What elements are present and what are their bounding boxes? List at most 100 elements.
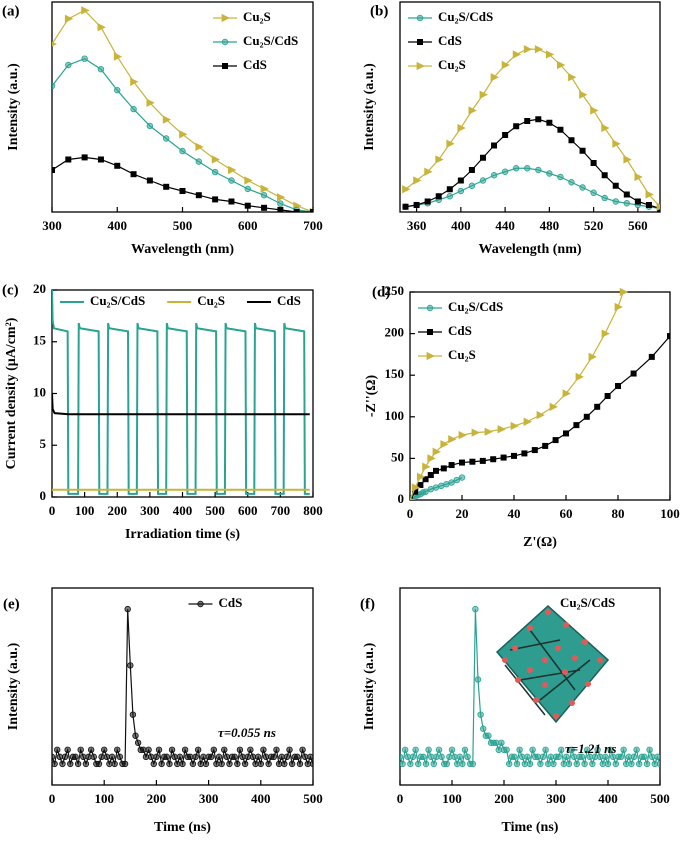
data-point bbox=[304, 760, 311, 768]
x-tick-label: 80 bbox=[612, 506, 625, 521]
y-tick-label: 20 bbox=[33, 281, 46, 296]
data-point bbox=[469, 760, 476, 768]
data-point bbox=[510, 421, 519, 431]
data-point bbox=[448, 435, 457, 444]
x-tick-label: 400 bbox=[598, 791, 618, 806]
y-tick-label: 10 bbox=[33, 384, 46, 399]
data-point bbox=[72, 753, 79, 761]
data-point bbox=[432, 484, 440, 491]
x-tick-label: 100 bbox=[75, 503, 95, 518]
data-point bbox=[448, 746, 456, 754]
data-point bbox=[562, 389, 571, 398]
series-line bbox=[410, 291, 624, 500]
data-point bbox=[513, 123, 520, 130]
data-point bbox=[52, 753, 56, 761]
data-point bbox=[181, 746, 189, 754]
data-point bbox=[656, 760, 660, 768]
data-point bbox=[254, 753, 262, 761]
data-point bbox=[179, 147, 186, 155]
data-point bbox=[74, 760, 82, 768]
data-point bbox=[557, 126, 564, 133]
y-tick-label: 0 bbox=[40, 488, 47, 503]
data-point bbox=[458, 430, 467, 440]
data-point bbox=[281, 760, 288, 768]
y-tick-label: 100 bbox=[385, 408, 405, 423]
data-point bbox=[409, 753, 417, 761]
data-point bbox=[497, 425, 506, 434]
legend-marker bbox=[426, 351, 435, 361]
data-point bbox=[468, 106, 477, 115]
data-point bbox=[615, 383, 622, 390]
data-point bbox=[546, 170, 553, 177]
plot-area bbox=[52, 6, 313, 212]
data-point bbox=[400, 753, 404, 761]
data-point bbox=[579, 184, 586, 191]
data-point bbox=[646, 746, 653, 754]
data-point bbox=[446, 139, 455, 148]
y-axis-label: -Z''(Ω) bbox=[364, 375, 379, 418]
data-point bbox=[130, 77, 139, 86]
data-point bbox=[299, 746, 306, 754]
data-point bbox=[477, 711, 484, 718]
data-point bbox=[195, 192, 202, 199]
data-point bbox=[296, 760, 304, 768]
data-point bbox=[134, 739, 142, 746]
data-point bbox=[501, 60, 511, 70]
data-point bbox=[619, 288, 629, 297]
data-point bbox=[64, 14, 74, 23]
y-tick-label: 50 bbox=[391, 449, 404, 464]
data-point bbox=[623, 155, 632, 164]
x-tick-label: 100 bbox=[660, 506, 680, 521]
y-tick-label: 150 bbox=[385, 366, 405, 381]
data-point bbox=[114, 86, 121, 94]
data-point bbox=[146, 98, 155, 107]
data-point bbox=[535, 166, 542, 174]
legend-label: Cu₂S bbox=[448, 347, 476, 362]
data-point bbox=[81, 154, 88, 161]
data-point bbox=[140, 746, 147, 754]
data-point bbox=[210, 746, 218, 754]
data-point bbox=[601, 329, 610, 338]
data-point bbox=[502, 131, 509, 138]
data-point bbox=[239, 753, 246, 761]
data-point bbox=[100, 746, 108, 754]
data-point bbox=[560, 760, 567, 768]
data-point bbox=[82, 760, 90, 768]
data-point bbox=[97, 156, 104, 163]
data-point bbox=[546, 119, 553, 126]
x-axis-label: Time (ns) bbox=[502, 820, 559, 835]
data-point bbox=[479, 154, 486, 161]
data-point bbox=[309, 208, 313, 212]
x-tick-label: 800 bbox=[303, 503, 323, 518]
data-point bbox=[59, 760, 66, 768]
legend-marker bbox=[426, 328, 433, 335]
plot-area bbox=[52, 289, 310, 495]
data-point bbox=[503, 746, 510, 754]
data-point bbox=[573, 760, 580, 768]
data-point bbox=[634, 172, 643, 182]
data-point bbox=[223, 753, 231, 761]
plot-frame bbox=[51, 289, 314, 498]
data-point bbox=[443, 760, 450, 768]
data-point bbox=[228, 198, 235, 205]
data-point bbox=[52, 82, 56, 90]
data-point bbox=[461, 746, 469, 754]
data-point bbox=[526, 760, 534, 768]
data-point bbox=[579, 90, 588, 99]
legend-marker bbox=[416, 39, 423, 46]
data-point bbox=[440, 440, 449, 449]
data-point bbox=[480, 725, 487, 732]
data-point bbox=[402, 746, 409, 754]
data-point bbox=[427, 485, 434, 493]
plot-frame bbox=[399, 1, 661, 213]
data-point bbox=[87, 746, 95, 754]
data-point bbox=[106, 760, 113, 768]
data-point bbox=[458, 459, 465, 466]
data-point bbox=[262, 753, 270, 761]
data-point bbox=[612, 139, 621, 148]
data-point bbox=[81, 6, 90, 15]
x-tick-label: 300 bbox=[546, 791, 566, 806]
data-point bbox=[512, 50, 522, 59]
data-point bbox=[651, 760, 658, 768]
